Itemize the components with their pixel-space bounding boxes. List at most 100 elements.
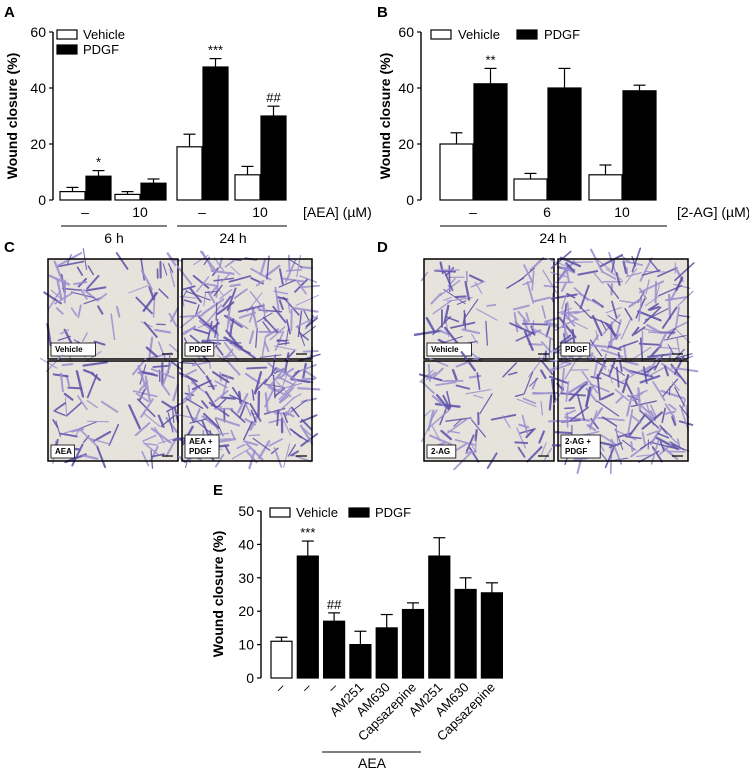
stained-cell [236,443,246,449]
stained-cell [622,260,628,274]
stained-cell [220,271,232,283]
stained-cell [161,362,172,386]
significance-label: ## [266,90,281,105]
stained-cell [228,318,235,338]
legend-label-vehicle: Vehicle [83,27,125,42]
stained-cell [296,281,307,295]
stained-cell [180,368,198,378]
x-category-label: 6 [543,204,551,220]
bar [401,608,425,679]
micrograph-border [557,360,689,462]
stained-cell [638,297,643,322]
stained-cell [144,375,151,402]
group-label: 24 h [539,230,566,246]
stained-cell [201,400,209,409]
stained-cell [538,430,545,444]
stained-cell [453,418,463,427]
bar [114,193,141,201]
stained-cell [642,366,648,385]
bar [349,643,372,679]
stained-cell [77,304,82,318]
x-category-label: – [81,204,89,220]
micrograph-label-box [50,444,76,459]
stained-cell [676,336,681,356]
stained-cell [523,330,534,351]
stained-cell [669,441,685,451]
stained-cell [225,359,241,376]
stained-cell [443,288,466,305]
stained-cell [282,412,289,424]
legend-swatch-pdgf [348,507,370,518]
stained-cell [435,381,457,386]
stained-cell [248,330,255,345]
stained-cell [589,339,603,357]
stained-cell [286,297,291,314]
stained-cell [84,350,102,363]
stained-cell [589,343,609,349]
stained-cell [440,429,452,441]
stained-cell [152,364,170,368]
stained-cell [624,307,633,321]
stained-cell [246,366,268,370]
stained-cell [255,306,265,313]
stained-cell [619,299,636,304]
stained-cell [571,261,594,264]
micrograph-label: Vehicle [431,345,459,354]
legend-swatch-vehicle [56,29,78,40]
stained-cell [296,324,306,347]
micrograph-panel: 2-AG +PDGF [547,351,699,475]
stained-cell [540,442,547,457]
stained-cell [214,380,228,389]
stained-cell [673,283,691,289]
stained-cell [566,301,570,320]
stained-cell [423,409,432,418]
group-label: 6 h [104,230,123,246]
stained-cell [115,305,121,318]
y-tick-label: 40 [398,80,414,96]
stained-cell [671,416,677,426]
stained-cell [657,332,667,349]
chart-e: 0 10 20 30 40 50 Wound closure (%) Vehicle PDGF –… [210,503,503,771]
stained-cell [664,403,676,419]
stained-cell [257,390,261,418]
micrograph-label: AEA + [189,437,213,446]
stained-cell [617,351,623,372]
stained-cell [150,445,159,461]
x-category-label: – [469,204,477,220]
stained-cell [276,339,287,342]
stained-cell [599,450,608,461]
stained-cell [65,401,83,417]
stained-cell [649,427,662,446]
stained-cell [668,386,671,396]
stained-cell [615,319,622,337]
stained-cell [271,354,277,376]
stained-cell [169,268,176,288]
y-tick-label: 0 [406,192,414,208]
stained-cell [139,364,147,385]
significance-label: ## [327,597,342,612]
stained-cell [442,296,453,302]
stained-cell [561,293,568,310]
micrograph-border [181,360,313,462]
stained-cell [559,334,572,344]
stained-cell [471,333,479,345]
stained-cell [479,393,493,415]
stained-cell [244,417,257,426]
stained-cell [516,398,537,408]
bar [260,115,287,201]
stained-cell [251,389,255,401]
stained-cell [667,328,676,339]
stained-cell [622,260,644,266]
stained-cell [77,395,88,411]
bar [473,83,508,201]
stained-cell [297,387,321,391]
stained-cell [654,435,680,451]
stained-cell [642,327,658,333]
stained-cell [93,340,106,346]
stained-cell [565,262,575,273]
stained-cell [222,295,232,308]
stained-cell [610,260,616,274]
stained-cell [525,312,530,322]
bar [513,178,548,201]
